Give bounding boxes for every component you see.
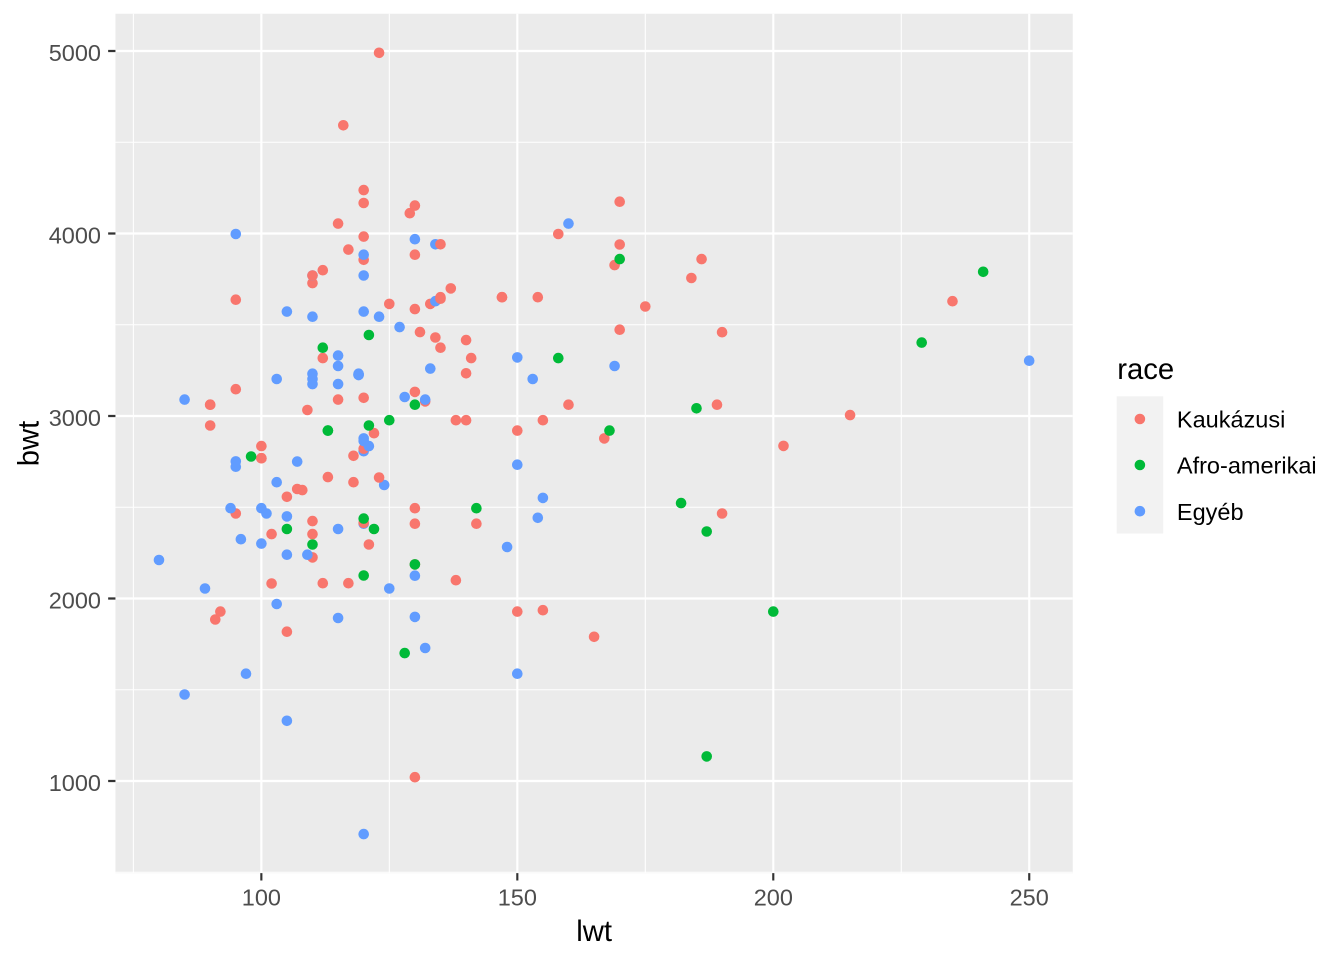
svg-text:5000: 5000: [49, 40, 101, 66]
svg-text:Kaukázusi: Kaukázusi: [1177, 407, 1285, 433]
svg-text:3000: 3000: [49, 405, 101, 431]
svg-text:Egyéb: Egyéb: [1177, 499, 1244, 525]
svg-text:100: 100: [242, 884, 281, 910]
svg-text:250: 250: [1010, 884, 1049, 910]
svg-text:200: 200: [754, 884, 793, 910]
svg-text:2000: 2000: [49, 588, 101, 614]
svg-text:lwt: lwt: [576, 915, 612, 948]
svg-text:bwt: bwt: [12, 421, 45, 467]
svg-text:Afro-amerikai: Afro-amerikai: [1177, 453, 1317, 479]
svg-text:4000: 4000: [49, 223, 101, 249]
svg-text:1000: 1000: [49, 770, 101, 796]
svg-text:150: 150: [498, 884, 537, 910]
svg-text:race: race: [1117, 353, 1174, 386]
